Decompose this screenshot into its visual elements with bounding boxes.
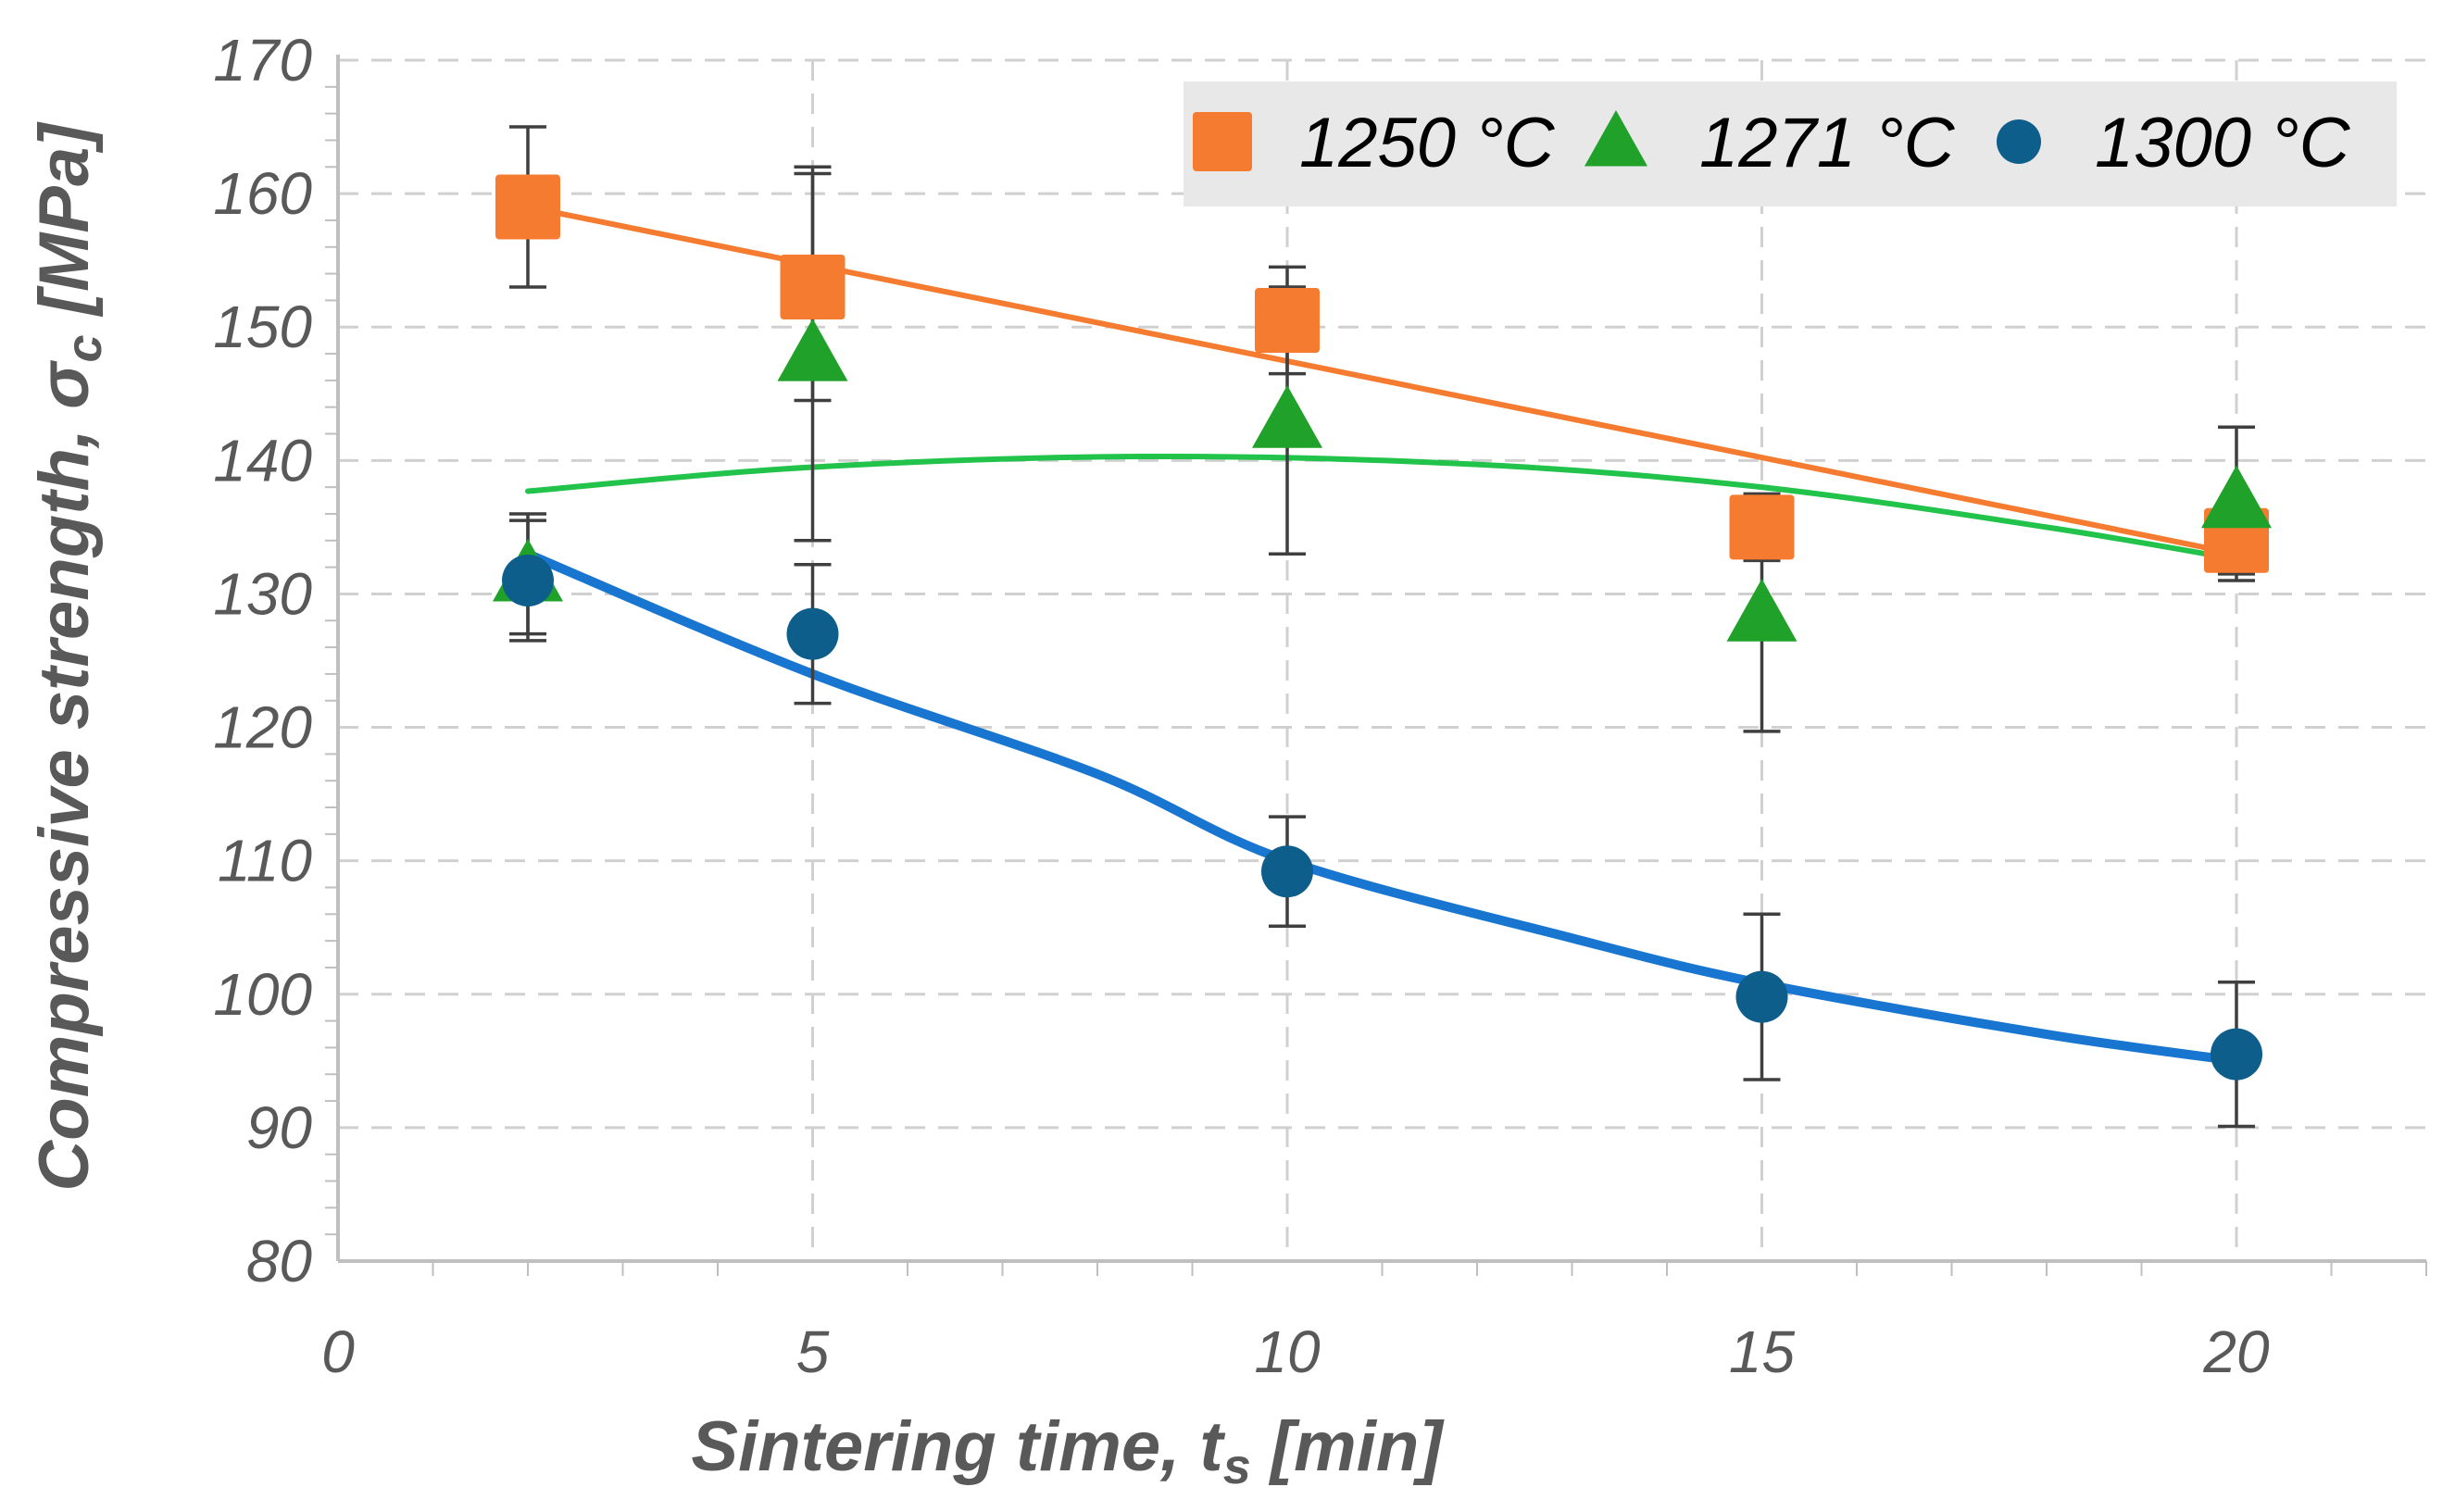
marker-1250 [1729, 494, 1795, 560]
marker-1271 [777, 319, 848, 381]
legend-marker-1271 [1584, 110, 1647, 167]
marker-1300 [1261, 845, 1313, 898]
x-tick-label-5: 5 [796, 1318, 830, 1385]
y-tick-label-160: 160 [213, 160, 312, 227]
y-tick-label-90: 90 [246, 1094, 313, 1161]
y-tick-label-140: 140 [213, 427, 312, 494]
marker-1300 [786, 607, 839, 660]
tick-labels: 80 90 100 110 120 130 140 150 160 170 0 5 10 15 20 [213, 27, 2270, 1385]
marker-1271 [1726, 579, 1797, 642]
legend-label-1300: 1300 °C [2095, 104, 2351, 182]
marker-1300 [1735, 970, 1788, 1023]
legend-box [1184, 81, 2397, 206]
y-tick-label-150: 150 [213, 294, 312, 360]
marker-1271 [2201, 465, 2272, 529]
marker-1271 [1252, 385, 1322, 448]
x-axis-title: Sintering time, ts [min] [691, 1407, 1445, 1494]
legend-marker-1300 [1997, 119, 2041, 164]
y-tick-label-80: 80 [246, 1228, 313, 1294]
x-tick-label-10: 10 [1254, 1318, 1321, 1385]
marker-1300 [502, 555, 554, 607]
legend: 1250 °C 1271 °C 1300 °C [1184, 81, 2397, 206]
marker-1250 [495, 174, 560, 240]
legend-label-1271: 1271 °C [1699, 104, 1956, 182]
marker-1250 [1255, 288, 1320, 354]
y-tick-label-110: 110 [218, 828, 312, 894]
y-tick-label-100: 100 [213, 961, 312, 1028]
y-tick-label-120: 120 [213, 694, 312, 761]
legend-label-1250: 1250 °C [1299, 104, 1556, 182]
marker-1250 [780, 254, 845, 319]
x-tick-label-20: 20 [2202, 1318, 2270, 1385]
x-tick-label-15: 15 [1729, 1318, 1796, 1385]
marker-1300 [2211, 1028, 2262, 1081]
y-tick-label-170: 170 [213, 27, 312, 94]
legend-marker-1250 [1193, 112, 1252, 171]
data-markers [493, 174, 2272, 1081]
trendline-1250 [525, 204, 2239, 557]
trendline-1300 [523, 549, 2241, 1066]
y-axis-title: Compressive strength, σc [MPa] [25, 121, 112, 1192]
y-tick-label-130: 130 [213, 560, 312, 627]
x-tick-label-0: 0 [321, 1318, 355, 1385]
axes [325, 55, 2427, 1276]
